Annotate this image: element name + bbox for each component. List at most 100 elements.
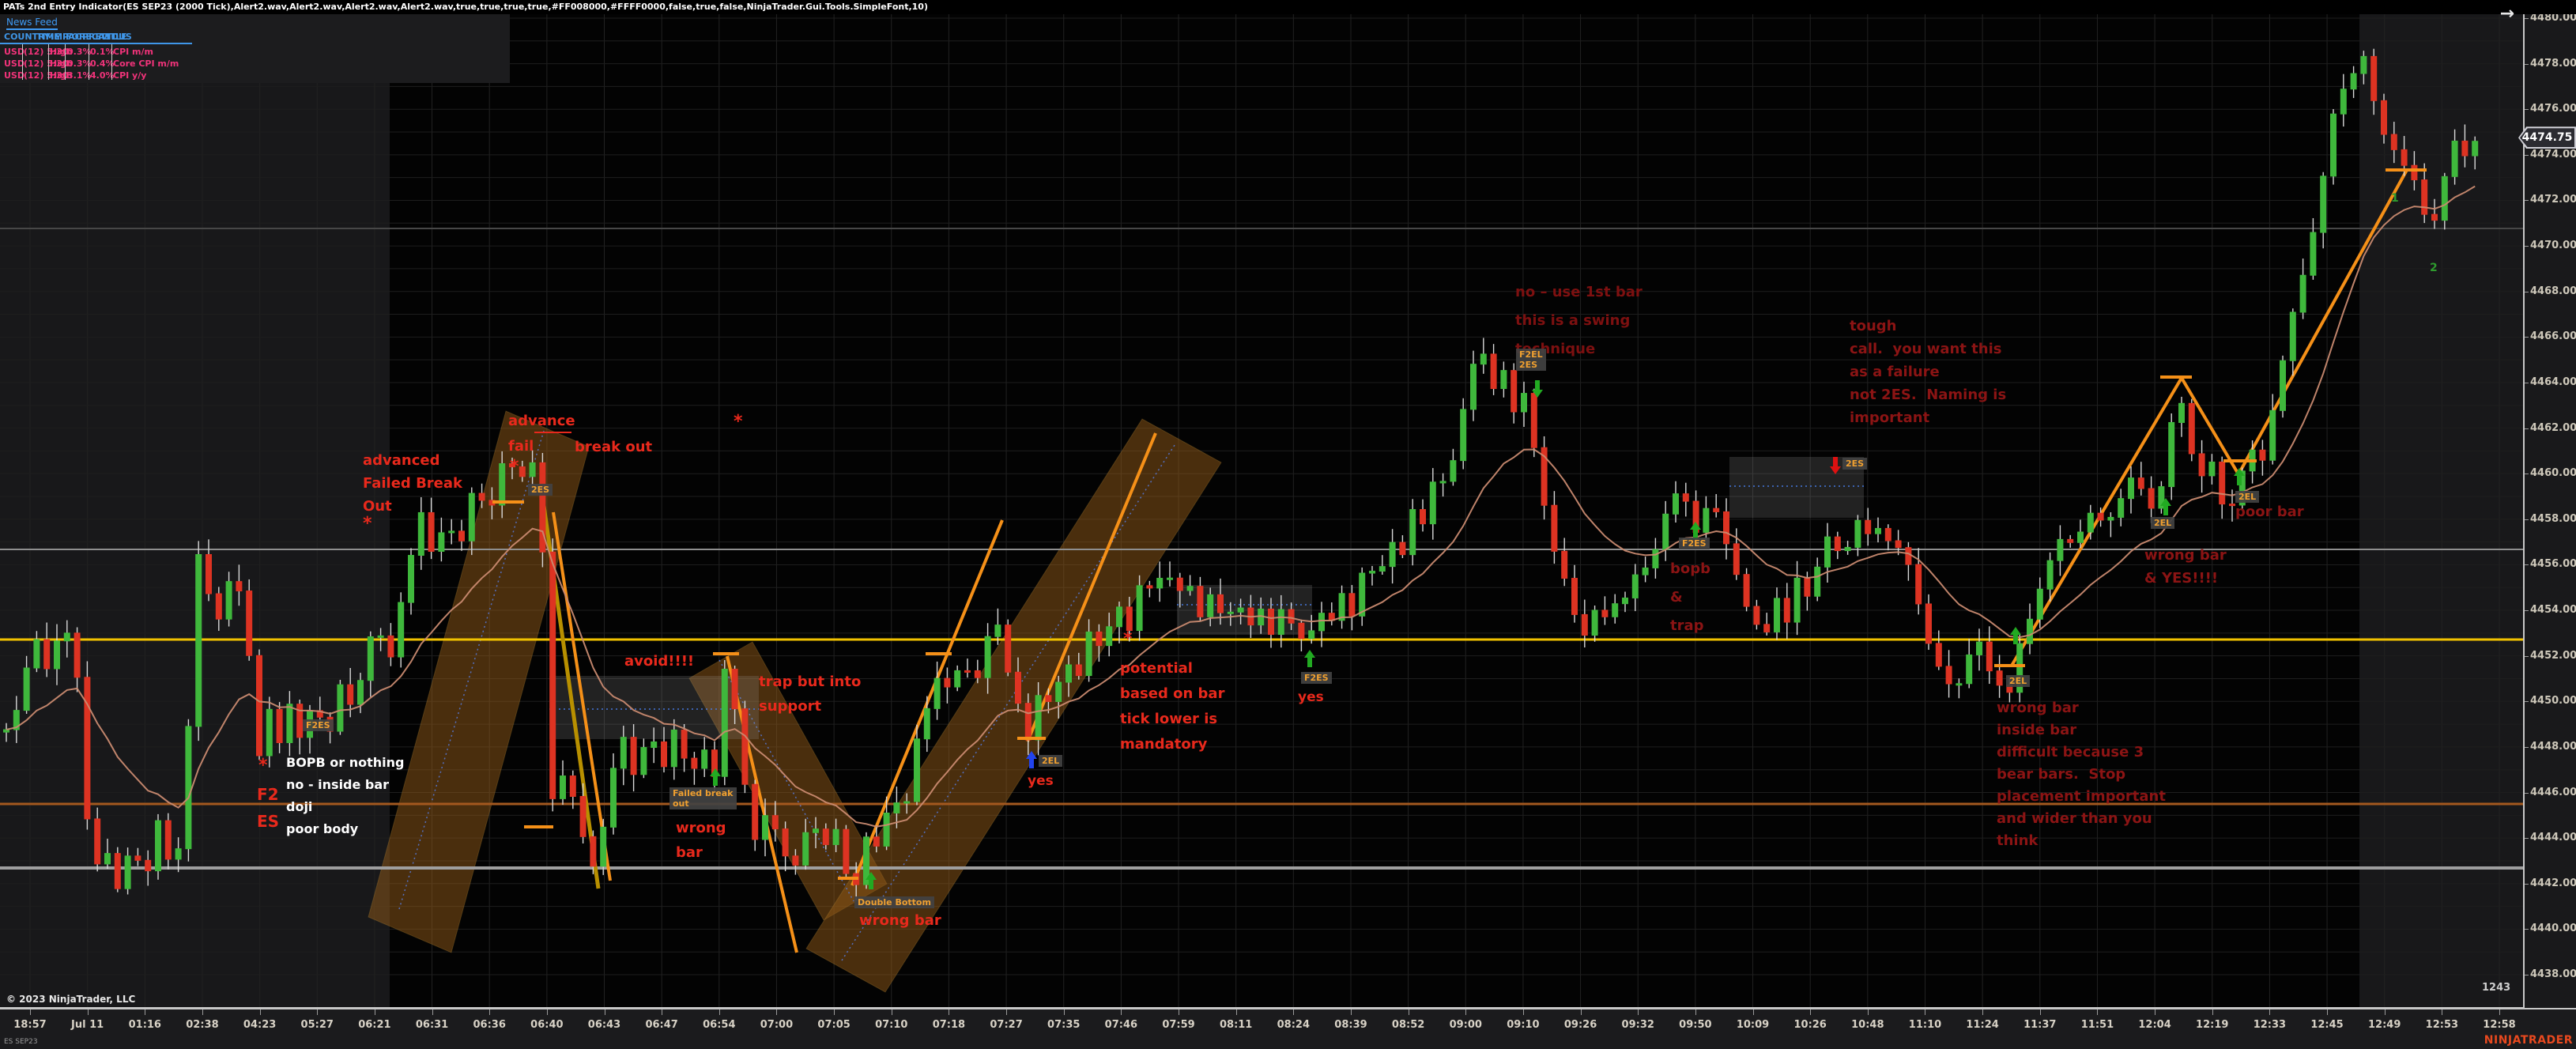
- arrow-up-icon: [2234, 468, 2245, 485]
- price-axis-label: 4460.00: [2530, 467, 2576, 480]
- news-cell: (12) 5:30: [24, 58, 69, 69]
- price-tick: [2525, 246, 2529, 247]
- swing-line: [552, 511, 612, 881]
- signal-label: Double Bottom: [854, 896, 934, 908]
- time-tick: [718, 1009, 720, 1015]
- time-axis-label: 09:32: [1621, 1019, 1654, 1031]
- news-cell: (12) 5:30: [24, 47, 69, 57]
- column-separator: [65, 44, 66, 80]
- time-axis-label: 12:04: [2138, 1019, 2171, 1031]
- time-tick: [2499, 1009, 2500, 1015]
- time-axis-label: Jul 11: [71, 1019, 104, 1031]
- time-axis-label: 11:10: [1908, 1019, 1942, 1031]
- time-axis-label: 11:24: [1966, 1019, 1999, 1031]
- arrow-up-icon: [1690, 522, 1701, 539]
- time-tick: [1063, 1009, 1065, 1015]
- annotation-text: poor bar: [2235, 504, 2304, 520]
- arrow-up-icon: [1026, 751, 1037, 768]
- time-axis-label: 09:50: [1679, 1019, 1712, 1031]
- session-band: [0, 14, 390, 1008]
- time-axis-label: 12:19: [2196, 1019, 2229, 1031]
- annotation-text: advanced Failed Break Out: [363, 452, 463, 515]
- time-axis-label: 06:40: [530, 1019, 564, 1031]
- news-column-header: TITLE: [100, 32, 127, 42]
- annotation-text: wrong bar: [676, 820, 726, 861]
- time-axis-label: 12:58: [2483, 1019, 2516, 1031]
- time-axis-label: 09:26: [1563, 1019, 1597, 1031]
- price-tick: [2525, 838, 2529, 840]
- trend-channel: [368, 410, 590, 953]
- time-axis-label: 06:21: [358, 1019, 391, 1031]
- ninjatrader-logo: NINJATRADER: [2484, 1034, 2573, 1047]
- forward-arrow-icon[interactable]: →: [2499, 4, 2514, 24]
- title-bar[interactable]: PATs 2nd Entry Indicator(ES SEP23 (2000 …: [0, 0, 2576, 14]
- time-tick: [1121, 1009, 1122, 1015]
- annotation-text: yes: [1028, 773, 1054, 789]
- time-axis-label: 12:53: [2425, 1019, 2459, 1031]
- price-axis-label: 4478.00: [2530, 57, 2576, 70]
- time-tick: [87, 1009, 89, 1015]
- price-axis-label: 4444.00: [2530, 832, 2576, 844]
- channel-midline: [718, 659, 854, 902]
- time-axis-label: 07:46: [1104, 1019, 1138, 1031]
- price-axis-label: 4446.00: [2530, 786, 2576, 798]
- time-axis-label: 09:00: [1449, 1019, 1482, 1031]
- news-cell: High: [50, 70, 73, 81]
- news-column-header: PREVIOUS: [82, 32, 132, 42]
- price-axis-label: 4474.00: [2530, 148, 2576, 160]
- news-cell: CPI m/m: [113, 47, 153, 57]
- signal-label: F2EL 2ES: [1516, 349, 1546, 371]
- signal-label: 2EL: [2151, 517, 2175, 529]
- time-tick: [2212, 1009, 2213, 1015]
- time-axis-label: 06:43: [587, 1019, 621, 1031]
- time-axis-label: 08:11: [1219, 1019, 1253, 1031]
- price-tick: [2525, 337, 2529, 338]
- time-axis-label: 08:24: [1277, 1019, 1311, 1031]
- column-separator: [111, 44, 112, 80]
- indicator-title: PATs 2nd Entry Indicator(ES SEP23 (2000 …: [3, 2, 928, 12]
- time-axis-label: 07:10: [875, 1019, 908, 1031]
- price-axis-label: 4472.00: [2530, 194, 2576, 206]
- arrow-down-icon: [1532, 380, 1543, 398]
- news-cell: 0.1%: [90, 47, 115, 57]
- price-axis-label: 4438.00: [2530, 968, 2576, 981]
- price-tick: [2525, 792, 2529, 794]
- annotation-text: F2 ES: [257, 785, 280, 831]
- price-tick: [2525, 154, 2529, 156]
- price-tick: [2525, 428, 2529, 429]
- time-axis-label: 12:45: [2310, 1019, 2344, 1031]
- asterisk-marker: *: [734, 412, 743, 432]
- time-axis-label: 07:59: [1162, 1019, 1195, 1031]
- price-axis-label: 4458.00: [2530, 512, 2576, 525]
- asterisk-marker: *: [363, 514, 372, 534]
- price-axis-label: 4440.00: [2530, 923, 2576, 935]
- news-feed-panel: News Feed COUNTRY TIME IMPACT FORECAST PREVI…: [0, 14, 510, 83]
- news-cell: USD: [4, 58, 25, 69]
- price-tick: [2525, 18, 2529, 19]
- time-axis-label: 18:57: [13, 1019, 47, 1031]
- asterisk-marker: *: [510, 457, 519, 477]
- time-axis-label: 10:48: [1851, 1019, 1884, 1031]
- time-axis-label: 12:49: [2367, 1019, 2401, 1031]
- price-axis-label: 4476.00: [2530, 103, 2576, 115]
- price-axis-label: 4468.00: [2530, 285, 2576, 297]
- swing-line: [726, 655, 798, 953]
- news-cell: (12) 5:30: [24, 70, 69, 81]
- copyright-text: © 2023 NinjaTrader, LLC: [6, 994, 136, 1005]
- time-axis-label: 06:47: [645, 1019, 678, 1031]
- price-axis[interactable]: 4480.00 4478.00 4476.00 4474.00 4472.00 4470.…: [2523, 12, 2576, 1008]
- price-tick: [2525, 564, 2529, 566]
- time-axis-label: 11:51: [2080, 1019, 2114, 1031]
- time-tick: [1867, 1009, 1869, 1015]
- price-tick: [2525, 610, 2529, 612]
- news-cell: High: [50, 47, 73, 57]
- time-tick: [1752, 1009, 1754, 1015]
- tab-news-feed[interactable]: News Feed: [6, 17, 58, 30]
- asterisk-marker: *: [1123, 629, 1133, 649]
- news-cell: CPI y/y: [113, 70, 147, 81]
- time-axis-label: 07:27: [990, 1019, 1023, 1031]
- news-cell: High: [50, 58, 73, 69]
- time-axis[interactable]: 18:57 Jul 11 01:16 02:38 04:23 05:27 06:21 06:3…: [0, 1008, 2576, 1049]
- column-separator: [22, 44, 23, 80]
